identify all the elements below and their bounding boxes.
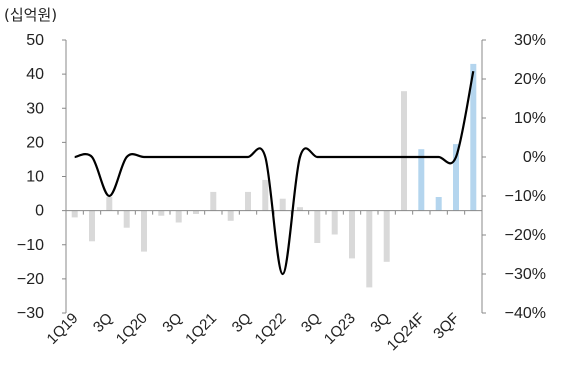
bar-3Q21 xyxy=(245,191,251,211)
bar-1Q24F xyxy=(418,149,425,211)
x-tick-label: 1Q20 xyxy=(113,310,151,348)
bar-2Q23 xyxy=(366,210,373,288)
x-tick-label: 3Q xyxy=(90,310,116,336)
y-left-tick-label: 50 xyxy=(26,32,44,49)
bar-4Q24F xyxy=(470,63,477,211)
bar-4Q21 xyxy=(262,179,269,211)
y-right-tick-label: 30% xyxy=(514,32,546,49)
bar-1Q23 xyxy=(349,210,355,259)
bar-1Q19 xyxy=(71,210,78,218)
bar-2Q21 xyxy=(227,210,234,221)
y-left-tick-label: −30 xyxy=(17,305,44,322)
bar-3Q20 xyxy=(175,210,182,223)
bar-1Q20 xyxy=(141,210,147,252)
y-left-tick-label: −10 xyxy=(17,237,44,254)
x-tick-label: 1Q22 xyxy=(252,310,290,348)
y-right-tick-label: 0% xyxy=(523,149,546,166)
x-tick-label: 1Q21 xyxy=(182,310,220,348)
x-tick-label: 3QF xyxy=(430,310,463,343)
bar-2Q22 xyxy=(297,207,303,211)
x-tick-label: 3Q xyxy=(229,310,255,336)
y-right-tick-label: 10% xyxy=(514,110,546,127)
x-tick-label: 1Q19 xyxy=(44,310,82,348)
y-left-tick-label: 30 xyxy=(26,100,44,117)
x-tick-label: 3Q xyxy=(159,310,185,336)
bar-4Q19 xyxy=(123,210,130,228)
y-right-tick-label: 20% xyxy=(514,71,546,88)
bar-4Q20 xyxy=(193,210,199,214)
bar-1Q22 xyxy=(279,198,286,211)
y-left-tick-label: 40 xyxy=(26,66,44,83)
y-left-tick-label: −20 xyxy=(17,271,44,288)
y-left-tick-label: 20 xyxy=(26,134,44,151)
bar-3Q24F xyxy=(453,144,459,211)
bar-1Q21 xyxy=(210,191,217,211)
bar-2Q24F xyxy=(435,197,442,211)
y-right-tick-label: −20% xyxy=(505,227,546,244)
unit-label: (십억원) xyxy=(4,6,58,24)
x-tick-label: 1Q24F xyxy=(384,310,428,354)
bar-3Q22 xyxy=(314,210,321,243)
line-series xyxy=(74,70,475,276)
x-tick-label: 3Q xyxy=(298,310,324,336)
y-right-tick-label: −30% xyxy=(505,266,546,283)
bar-4Q23 xyxy=(401,91,407,211)
bar-4Q22 xyxy=(331,210,338,235)
bar-2Q19 xyxy=(89,210,95,242)
bar-2Q20 xyxy=(158,210,165,216)
bar-3Q23 xyxy=(383,210,390,262)
y-right-tick-label: −10% xyxy=(505,188,546,205)
y-left-tick-label: 10 xyxy=(26,169,44,186)
y-right-tick-label: −40% xyxy=(505,305,546,322)
y-left-tick-label: 0 xyxy=(35,203,44,220)
bar-3Q19 xyxy=(106,197,113,211)
x-tick-label: 1Q23 xyxy=(321,310,359,348)
x-tick-label: 3Q xyxy=(367,310,393,336)
